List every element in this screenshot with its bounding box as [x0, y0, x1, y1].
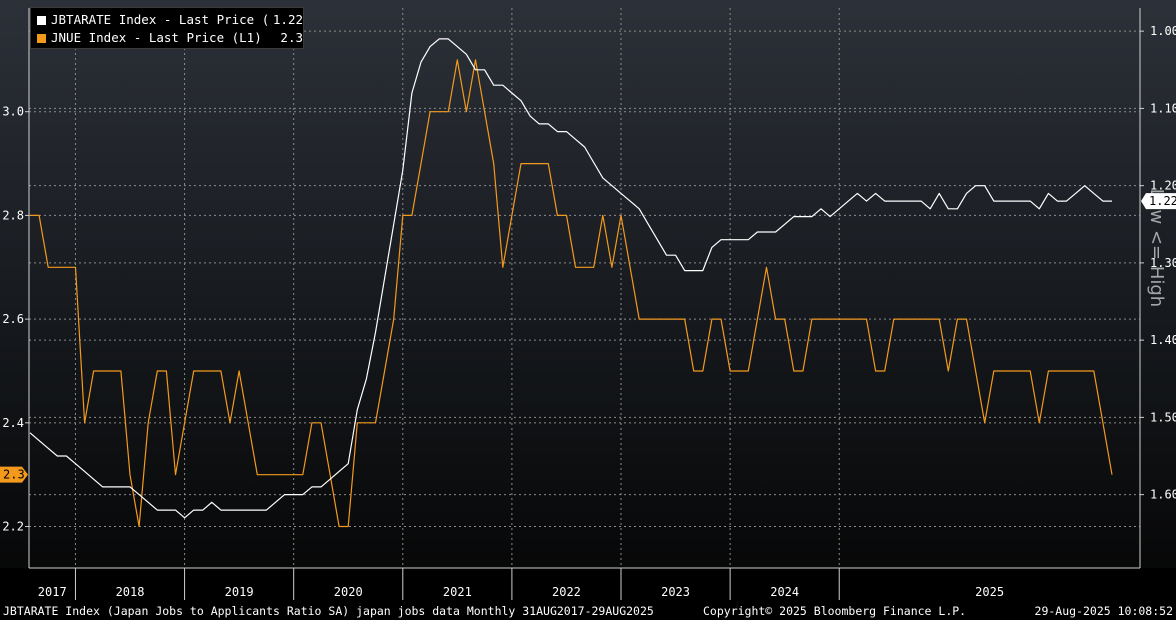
x-tick-label: 2017	[38, 585, 67, 599]
x-tick-label: 2020	[334, 585, 363, 599]
left-tick-label: 2.6	[2, 312, 24, 326]
left-last-value-tag	[0, 466, 28, 483]
x-tick-label: 2025	[975, 585, 1004, 599]
low-high-note: Low <= High	[1146, 189, 1167, 307]
left-tick-label: 2.4	[2, 416, 24, 430]
x-tick-label: 2018	[116, 585, 145, 599]
plot-background	[0, 0, 1176, 602]
footer-description: JBTARATE Index (Japan Jobs to Applicants…	[3, 604, 654, 618]
axes: 2.22.42.62.83.01.001.101.201.301.401.501…	[0, 8, 1176, 602]
left-tick-label: 2.8	[2, 208, 24, 222]
x-tick-label: 2023	[661, 585, 690, 599]
x-tick-label: 2022	[552, 585, 581, 599]
right-tick-label: 1.10	[1150, 101, 1176, 115]
legend-label: JBTARATE Index - Last Price (R1)	[51, 12, 269, 27]
x-tick-label: 2021	[443, 585, 472, 599]
legend-value: 2.3	[280, 30, 303, 45]
right-tick-label: 1.30	[1150, 256, 1176, 270]
series-lines	[29, 38, 1113, 528]
series-line-jnue	[30, 59, 1113, 528]
last-value-tags: 1.22 2.3	[0, 193, 1176, 483]
left-last-value-text: 2.3	[3, 468, 25, 482]
footer-bar: JBTARATE Index (Japan Jobs to Applicants…	[0, 602, 1176, 620]
right-tick-label: 1.50	[1150, 410, 1176, 424]
footer-timestamp: 29-Aug-2025 10:08:52	[1034, 604, 1173, 618]
x-axis-band	[0, 568, 1176, 602]
left-tick-label: 2.2	[2, 520, 24, 534]
footer-copyright: Copyright© 2025 Bloomberg Finance L.P.	[703, 604, 967, 618]
legend-swatch-orange	[37, 33, 46, 43]
left-tick-label: 3.0	[2, 105, 24, 119]
x-tick-label: 2024	[770, 585, 799, 599]
right-last-value-text: 1.22	[1149, 194, 1176, 208]
right-tick-label: 1.40	[1150, 333, 1176, 347]
series-line-jbtarate	[29, 38, 1112, 519]
legend-value: 1.22	[272, 12, 303, 27]
right-tick-label: 1.20	[1150, 179, 1176, 193]
legend-entry-jnue: JNUE Index - Last Price (L1) 2.3	[37, 29, 303, 47]
legend: JBTARATE Index - Last Price (R1) 1.22 JN…	[30, 7, 304, 49]
legend-label: JNUE Index - Last Price (L1)	[51, 30, 262, 45]
right-last-value-tag	[1141, 193, 1176, 210]
x-tick-label: 2019	[225, 585, 254, 599]
legend-swatch-white	[37, 15, 46, 25]
legend-entry-jbtarate: JBTARATE Index - Last Price (R1) 1.22	[37, 11, 303, 29]
right-tick-label: 1.60	[1150, 488, 1176, 502]
right-tick-label: 1.00	[1150, 24, 1176, 38]
